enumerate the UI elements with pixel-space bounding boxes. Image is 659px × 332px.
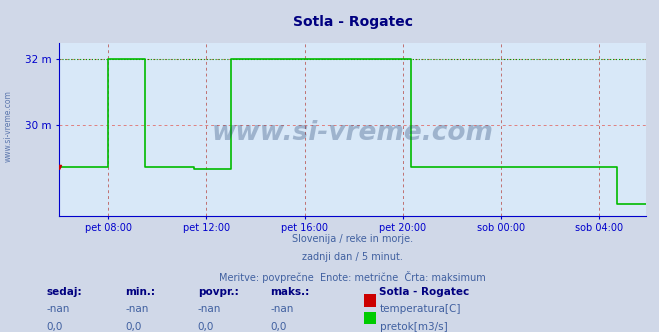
Text: 0,0: 0,0 (46, 322, 63, 332)
Text: povpr.:: povpr.: (198, 287, 239, 297)
Text: temperatura[C]: temperatura[C] (380, 304, 461, 314)
Text: 0,0: 0,0 (198, 322, 214, 332)
Text: 0,0: 0,0 (125, 322, 142, 332)
Text: maks.:: maks.: (270, 287, 310, 297)
Text: Sotla - Rogatec: Sotla - Rogatec (379, 287, 469, 297)
Text: 0,0: 0,0 (270, 322, 287, 332)
Text: www.si-vreme.com: www.si-vreme.com (212, 120, 494, 146)
Text: sedaj:: sedaj: (46, 287, 82, 297)
Text: zadnji dan / 5 minut.: zadnji dan / 5 minut. (302, 252, 403, 262)
Text: www.si-vreme.com: www.si-vreme.com (4, 90, 13, 162)
Text: -nan: -nan (46, 304, 69, 314)
Text: Slovenija / reke in morje.: Slovenija / reke in morje. (292, 234, 413, 244)
Text: -nan: -nan (125, 304, 148, 314)
Text: -nan: -nan (270, 304, 293, 314)
Text: Sotla - Rogatec: Sotla - Rogatec (293, 15, 413, 29)
Text: Meritve: povprečne  Enote: metrične  Črta: maksimum: Meritve: povprečne Enote: metrične Črta:… (219, 271, 486, 283)
Text: min.:: min.: (125, 287, 156, 297)
Text: pretok[m3/s]: pretok[m3/s] (380, 322, 447, 332)
Text: -nan: -nan (198, 304, 221, 314)
